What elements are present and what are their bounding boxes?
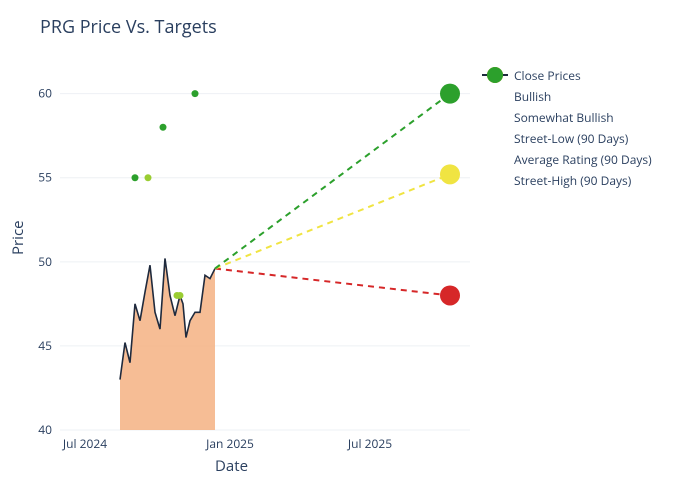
svg-text:60: 60 — [38, 85, 52, 102]
legend-label: Bullish — [514, 88, 551, 105]
legend-label: Average Rating (90 Days) — [514, 151, 652, 168]
svg-text:Jul 2024: Jul 2024 — [62, 435, 107, 452]
legend-label: Street-High (90 Days) — [514, 172, 631, 189]
svg-text:Jul 2025: Jul 2025 — [347, 435, 392, 452]
legend-label: Street-Low (90 Days) — [514, 130, 628, 147]
legend-item: Bullish — [480, 86, 652, 106]
svg-text:Jan 2025: Jan 2025 — [205, 435, 254, 452]
legend-item: Street-High (90 Days) — [480, 170, 652, 190]
svg-text:40: 40 — [38, 421, 52, 438]
legend-label: Somewhat Bullish — [514, 109, 614, 126]
chart-legend: Close Prices Bullish Somewhat Bullish Stree… — [480, 65, 652, 191]
legend-item: Average Rating (90 Days) — [480, 149, 652, 169]
svg-text:45: 45 — [38, 337, 52, 354]
legend-label: Close Prices — [514, 67, 581, 84]
price-targets-chart: PRG Price Vs. Targets Price Date 4045505… — [0, 0, 700, 500]
svg-text:50: 50 — [38, 253, 52, 270]
legend-item: Street-Low (90 Days) — [480, 128, 652, 148]
legend-item: Somewhat Bullish — [480, 107, 652, 127]
svg-text:55: 55 — [38, 169, 52, 186]
